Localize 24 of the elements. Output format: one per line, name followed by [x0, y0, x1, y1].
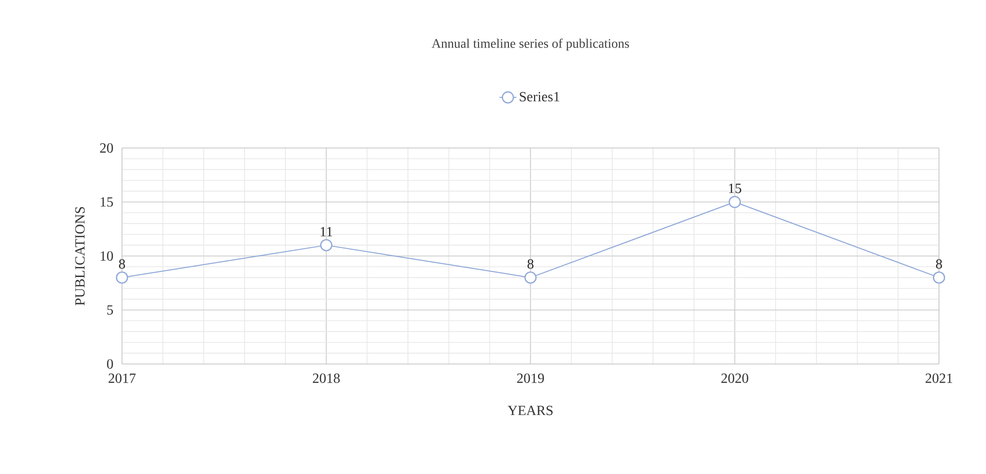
data-label: 8 — [936, 259, 942, 269]
data-label: 8 — [119, 259, 125, 269]
point — [728, 196, 741, 208]
y-tick-label: 20 — [100, 143, 113, 153]
data-label: 11 — [320, 227, 332, 236]
point — [116, 271, 128, 284]
x-tick-label: 2020 — [721, 374, 748, 383]
y-tick-label: 15 — [100, 197, 113, 207]
x-axis-title: YEARS — [508, 406, 553, 416]
x-tick-label: 2019 — [517, 374, 544, 383]
chart-title: Annual timeline series of publications — [432, 38, 629, 50]
y-tick-label: 10 — [100, 251, 113, 261]
y-axis-title: PUBLICATIONS — [75, 207, 85, 306]
y-tick-label: 5 — [107, 305, 113, 315]
data-label: 15 — [728, 184, 742, 194]
point — [320, 239, 332, 252]
x-tick-label: 2021 — [926, 374, 952, 383]
point — [932, 271, 946, 284]
legend-label: Series1 — [520, 92, 560, 102]
point — [524, 271, 537, 284]
data-label: 8 — [528, 259, 534, 269]
x-tick-label: 2017 — [108, 374, 136, 383]
x-tick-label: 2018 — [312, 374, 340, 383]
y-tick-label: 0 — [107, 359, 113, 369]
